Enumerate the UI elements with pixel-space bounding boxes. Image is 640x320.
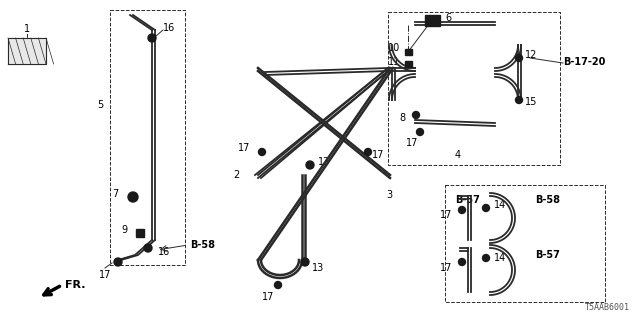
Bar [404,61,412,67]
Text: 15: 15 [525,97,538,107]
Text: 9: 9 [122,225,128,235]
Text: 4: 4 [455,150,461,160]
Text: FR.: FR. [65,280,86,290]
Circle shape [515,97,522,103]
Text: 12: 12 [525,50,538,60]
Bar [424,14,440,26]
Text: 13: 13 [312,263,324,273]
Circle shape [259,148,266,156]
Text: 3: 3 [386,190,392,200]
Bar [136,229,144,237]
Text: 17: 17 [372,150,385,160]
Circle shape [301,258,309,266]
Text: 11: 11 [388,57,400,67]
Circle shape [417,129,424,135]
Circle shape [365,148,371,156]
Text: 14: 14 [494,253,506,263]
Circle shape [275,282,282,289]
Text: 7: 7 [112,189,118,199]
Circle shape [144,244,152,252]
Text: 17: 17 [99,270,111,280]
Circle shape [483,254,490,261]
Text: B-58: B-58 [190,240,215,250]
Circle shape [458,206,465,213]
Circle shape [413,111,419,118]
Text: 2: 2 [234,170,240,180]
Text: T5AAB6001: T5AAB6001 [585,303,630,312]
Text: 17: 17 [406,138,418,148]
Text: 17: 17 [237,143,250,153]
Circle shape [114,258,122,266]
Circle shape [515,54,522,61]
Circle shape [306,161,314,169]
Text: B-17-20: B-17-20 [563,57,605,67]
Text: 5: 5 [97,100,103,110]
Text: 13: 13 [318,157,330,167]
Text: 16: 16 [163,23,175,33]
Text: 16: 16 [158,247,170,257]
Polygon shape [8,38,46,64]
Text: B-57: B-57 [455,195,480,205]
Circle shape [148,34,156,42]
Circle shape [458,259,465,266]
Text: 17: 17 [262,292,274,302]
Text: 14: 14 [494,200,506,210]
Circle shape [483,204,490,212]
Text: 1: 1 [24,24,30,34]
Text: 6: 6 [445,13,451,23]
Circle shape [128,192,138,202]
Text: 17: 17 [440,210,452,220]
Bar [404,49,412,55]
Text: B-58: B-58 [535,195,560,205]
Text: B-57: B-57 [535,250,560,260]
Text: 8: 8 [400,113,406,123]
Text: 17: 17 [440,263,452,273]
Text: 10: 10 [388,43,400,53]
